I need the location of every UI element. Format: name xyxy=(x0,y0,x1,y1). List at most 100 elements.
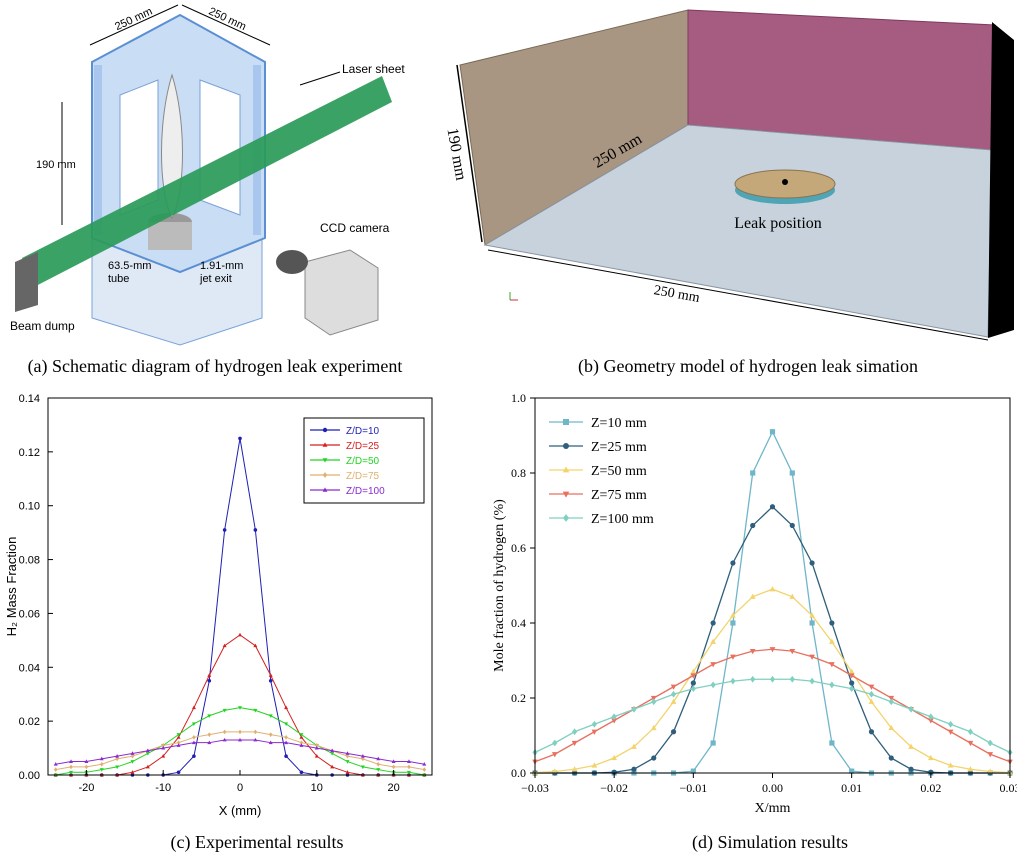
marker xyxy=(770,586,776,591)
marker xyxy=(223,730,227,735)
series-line xyxy=(56,635,425,775)
marker xyxy=(592,721,597,728)
marker xyxy=(770,429,775,434)
marker xyxy=(651,755,656,760)
legend-marker xyxy=(563,514,569,522)
schematic: 250 mm 250 mm Laser sheet 190 mm CCD cam… xyxy=(10,5,405,345)
marker xyxy=(192,754,196,758)
legend-label: Z=25 mm xyxy=(591,440,647,455)
marker xyxy=(809,620,814,625)
legend-label: Z/D=50 xyxy=(346,456,380,467)
marker xyxy=(750,523,755,528)
y-tick-label: 1.0 xyxy=(511,391,526,405)
legend-label: Z/D=10 xyxy=(346,426,380,437)
y-tick-label: 0.4 xyxy=(511,616,526,630)
x-tick-label: 0.00 xyxy=(762,781,783,795)
y-tick-label: 0.8 xyxy=(511,466,526,480)
legend-label: Z=50 mm xyxy=(591,464,647,479)
legend-marker xyxy=(563,419,569,425)
y-tick-label: 0.6 xyxy=(511,541,526,555)
camera xyxy=(305,250,378,335)
marker xyxy=(889,755,894,760)
dimension-label: 190 mm xyxy=(36,159,76,171)
marker xyxy=(254,528,258,532)
leak-point xyxy=(782,179,788,185)
marker xyxy=(54,767,58,772)
y-axis-label: Mole fraction of hydrogen (%) xyxy=(492,499,507,672)
marker xyxy=(829,740,834,745)
marker xyxy=(552,740,557,747)
marker xyxy=(223,528,227,532)
camera-lens xyxy=(276,250,308,274)
marker xyxy=(671,691,676,698)
caption: (b) Geometry model of hydrogen leak sima… xyxy=(578,356,918,377)
marker xyxy=(691,680,696,685)
label: Beam dump xyxy=(10,319,75,333)
marker xyxy=(770,676,775,683)
x-tick-label: −0.01 xyxy=(679,781,707,795)
marker xyxy=(100,762,104,767)
marker xyxy=(192,722,196,726)
x-tick-label: -20 xyxy=(78,782,94,794)
marker xyxy=(730,620,735,625)
y-axis-label: H₂ Mass Fraction xyxy=(4,537,19,637)
pillar xyxy=(94,65,102,235)
right-wall xyxy=(988,22,1014,338)
label: tube xyxy=(108,273,129,285)
marker xyxy=(790,676,795,683)
marker xyxy=(284,722,288,726)
marker xyxy=(948,721,953,728)
beam-dump xyxy=(15,252,38,312)
marker xyxy=(790,470,795,475)
x-tick-label: 0.02 xyxy=(920,781,941,795)
marker xyxy=(730,560,735,565)
marker xyxy=(407,765,411,770)
marker xyxy=(254,730,258,735)
marker xyxy=(284,735,288,740)
x-tick-label: 0 xyxy=(237,782,243,794)
marker xyxy=(253,644,257,648)
marker xyxy=(423,767,427,772)
marker xyxy=(146,765,150,769)
page: Hydrogen leak figure html, body { margin… xyxy=(0,0,1017,859)
marker xyxy=(631,706,636,713)
marker xyxy=(908,767,913,772)
label: jet exit xyxy=(199,273,232,285)
x-tick-label: 0.03 xyxy=(1000,781,1017,795)
marker xyxy=(177,771,181,775)
label: CCD camera xyxy=(320,221,390,235)
marker xyxy=(849,680,854,685)
marker xyxy=(631,767,636,772)
y-tick-label: 0.12 xyxy=(19,447,40,459)
caption: (a) Schematic diagram of hydrogen leak e… xyxy=(28,356,403,377)
marker xyxy=(238,730,242,735)
label: 63.5-mm xyxy=(108,260,151,272)
body: { "panels": { "a": {"caption": "(a) Sche… xyxy=(0,0,1017,859)
marker xyxy=(207,732,211,737)
marker xyxy=(750,676,755,683)
y-tick-label: 0.14 xyxy=(19,393,40,405)
x-axis-label: X/mm xyxy=(755,801,791,816)
marker xyxy=(671,729,676,734)
series-line xyxy=(56,732,425,770)
marker xyxy=(988,740,993,747)
series-line xyxy=(535,679,1010,752)
marker xyxy=(238,633,242,637)
x-tick-label: 20 xyxy=(387,782,399,794)
y-tick-label: 0.0 xyxy=(511,766,526,780)
geometry-model: 190 mm 250 mm Leak position 250 mm xyxy=(443,10,1014,340)
marker xyxy=(284,706,288,710)
marker xyxy=(829,620,834,625)
marker xyxy=(269,679,273,683)
marker xyxy=(207,679,211,683)
y-tick-label: 0.10 xyxy=(19,501,40,513)
marker xyxy=(284,754,288,758)
marker xyxy=(869,691,874,698)
marker xyxy=(829,681,834,688)
marker xyxy=(750,470,755,475)
chart: −0.03−0.02−0.010.000.010.020.030.00.20.4… xyxy=(492,391,1017,816)
dimension-label: 250 mm xyxy=(113,5,154,33)
marker xyxy=(730,678,735,685)
marker xyxy=(376,762,380,767)
legend-label: Z/D=100 xyxy=(346,486,385,497)
